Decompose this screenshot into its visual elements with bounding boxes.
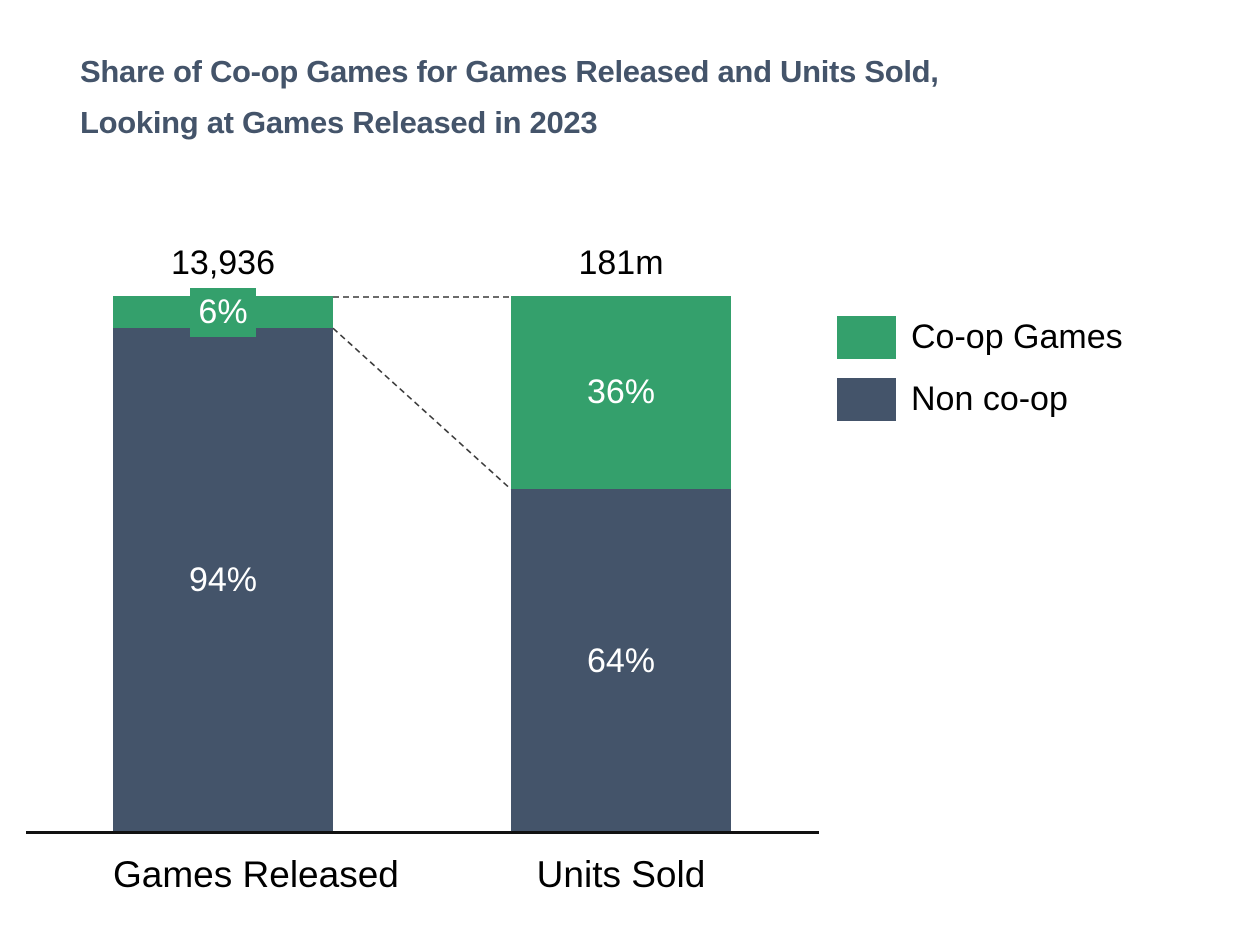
- segment-label-noncoop-units-sold: 64%: [586, 641, 656, 680]
- connector-lines: [333, 296, 511, 490]
- bar-total-units-sold: 181m: [578, 244, 664, 282]
- legend-label-coop-games: Co-op Games: [911, 318, 1123, 356]
- bar-games-released: 94%: [113, 296, 333, 833]
- legend-item-coop-games: Co-op Games: [837, 316, 1123, 359]
- chart-title: Share of Co-op Games for Games Released …: [80, 46, 1200, 148]
- segment-noncoop-games-released: 94%: [113, 328, 333, 833]
- chart-title-line2: Looking at Games Released in 2023: [80, 105, 598, 140]
- legend-label-non-coop: Non co-op: [911, 380, 1068, 418]
- bar-units-sold: 36% 64%: [511, 296, 731, 833]
- x-axis-line: [26, 831, 819, 834]
- bar-total-games-released: 13,936: [171, 244, 275, 282]
- legend-swatch-noncoop-icon: [837, 378, 896, 421]
- category-label-games-released: Games Released: [113, 854, 399, 895]
- legend-item-non-coop: Non co-op: [837, 378, 1123, 421]
- segment-noncoop-units-sold: 64%: [511, 489, 731, 833]
- segment-label-coop-units-sold: 36%: [586, 373, 656, 412]
- legend: Co-op Games Non co-op: [837, 316, 1123, 440]
- chart-title-line1: Share of Co-op Games for Games Released …: [80, 54, 939, 89]
- callout-label-coop-games-released: 6%: [190, 288, 256, 337]
- segment-coop-units-sold: 36%: [511, 296, 731, 490]
- segment-label-noncoop-games-released: 94%: [188, 561, 258, 600]
- category-label-units-sold: Units Sold: [536, 854, 706, 895]
- legend-swatch-coop-icon: [837, 316, 896, 359]
